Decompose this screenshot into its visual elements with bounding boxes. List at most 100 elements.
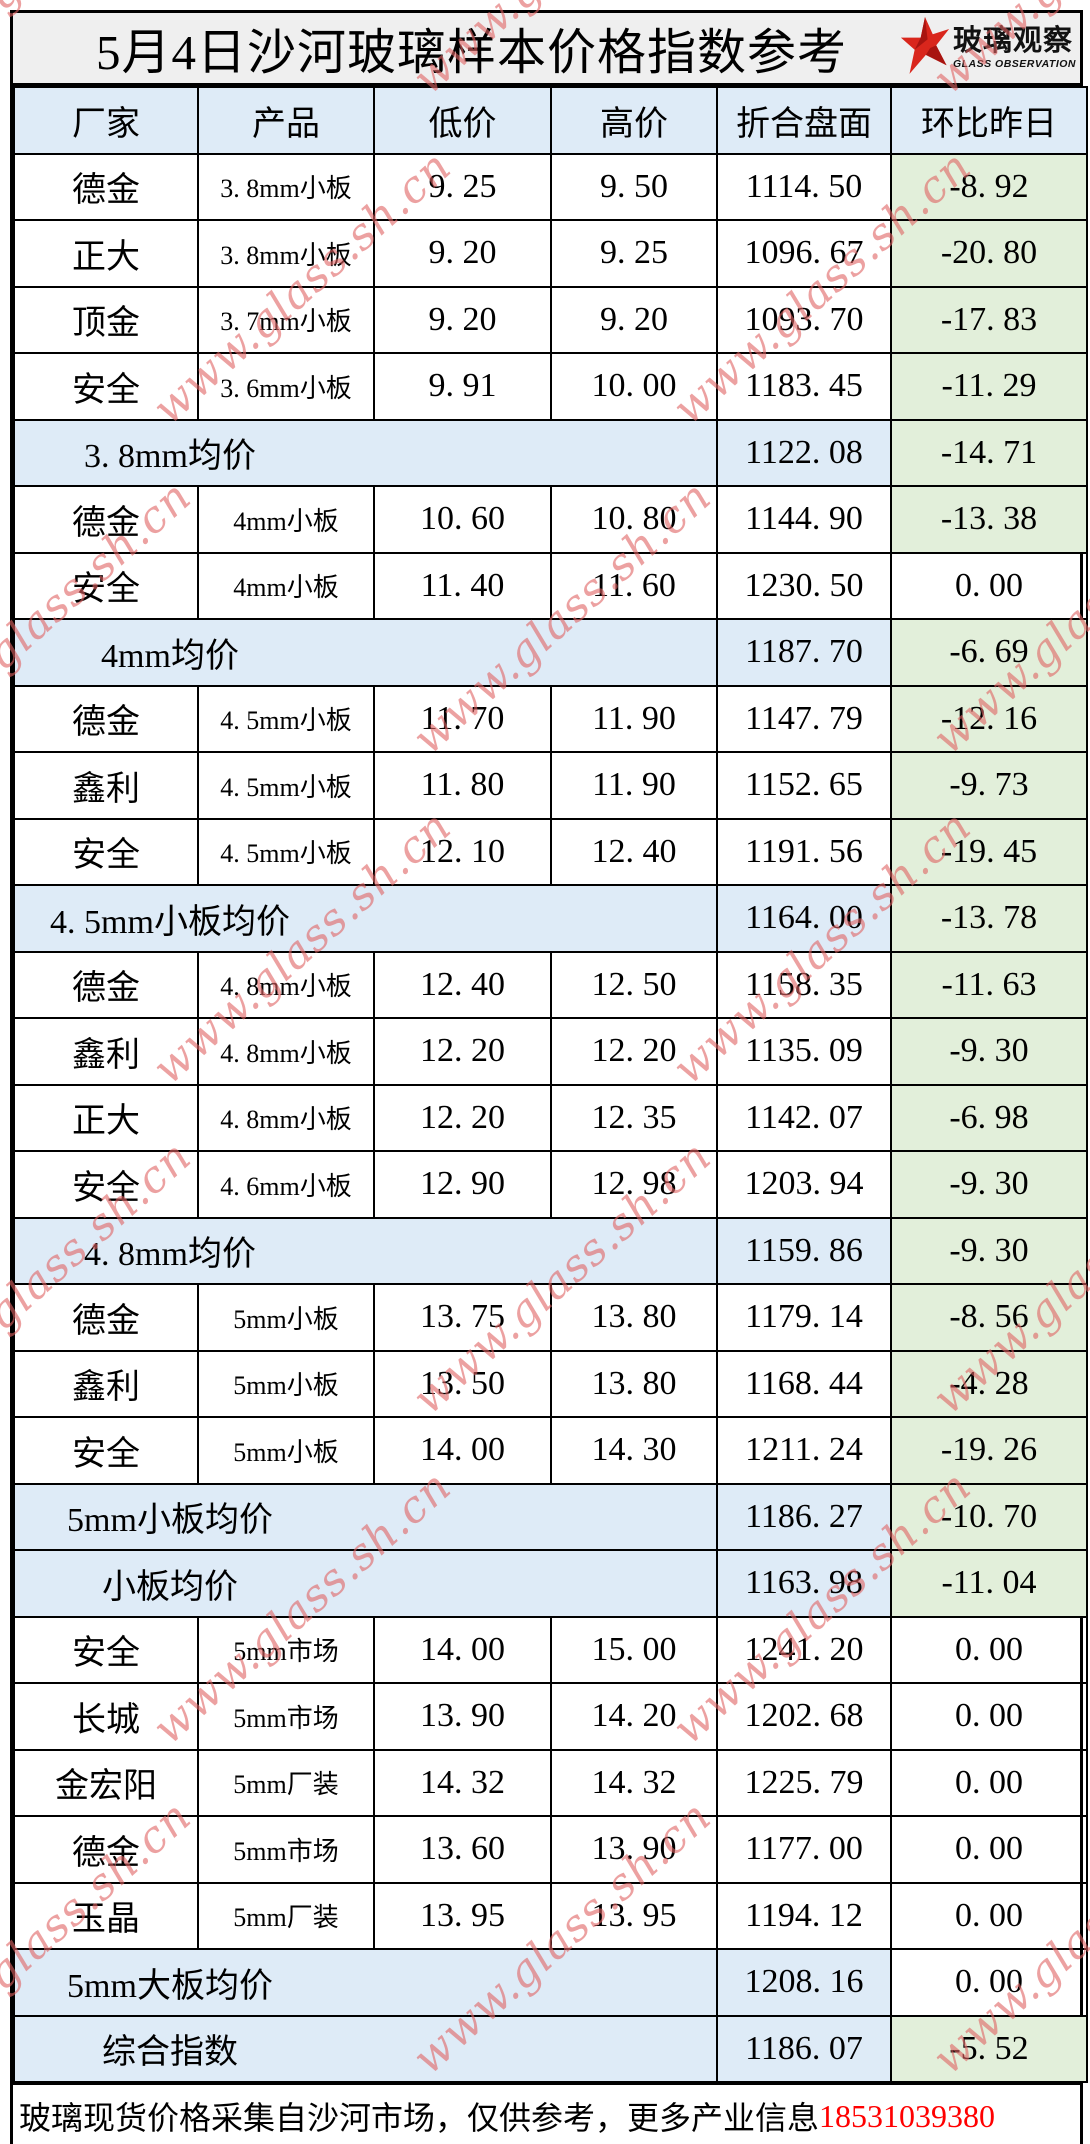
index-cell: 1142. 07 xyxy=(716,1083,892,1152)
low-price-cell: 12. 10 xyxy=(373,817,552,886)
change-cell: -13. 38 xyxy=(890,485,1088,554)
product-cell: 4. 6mm小板 xyxy=(197,1150,375,1219)
index-cell: 1177. 00 xyxy=(716,1815,892,1884)
table-row: 鑫利 5mm小板 13. 50 13. 80 1168. 44 -4. 28 xyxy=(13,1349,1088,1418)
index-cell: 1093. 70 xyxy=(716,285,892,354)
high-price-cell: 13. 80 xyxy=(550,1283,718,1352)
index-cell: 1152. 65 xyxy=(716,751,892,820)
low-price-cell: 9. 20 xyxy=(373,285,552,354)
product-cell: 3. 6mm小板 xyxy=(197,352,375,421)
factory-cell: 金宏阳 xyxy=(13,1748,199,1817)
index-cell: 1203. 94 xyxy=(716,1150,892,1219)
factory-cell: 安全 xyxy=(13,1150,199,1219)
low-price-cell: 14. 00 xyxy=(373,1416,552,1485)
high-price-cell: 15. 00 xyxy=(550,1615,718,1684)
high-price-cell: 9. 50 xyxy=(550,152,718,221)
factory-cell: 安全 xyxy=(13,817,199,886)
product-cell: 5mm市场 xyxy=(197,1615,375,1684)
logo-brand-name: 玻璃观察 xyxy=(952,24,1073,57)
index-cell: 1164. 00 xyxy=(716,884,892,953)
index-cell: 1186. 27 xyxy=(716,1482,892,1551)
table-row: 安全 4. 6mm小板 12. 90 12. 98 1203. 94 -9. 30 xyxy=(13,1150,1088,1219)
logo-subtitle: GLASS OBSERVATION xyxy=(952,57,1076,70)
change-cell: -10. 70 xyxy=(890,1482,1088,1551)
change-cell: -20. 80 xyxy=(890,219,1088,288)
high-price-cell: 9. 25 xyxy=(550,219,718,288)
change-cell: -11. 29 xyxy=(890,352,1088,421)
index-cell: 1135. 09 xyxy=(716,1017,892,1086)
change-cell: -9. 73 xyxy=(890,751,1088,820)
change-cell: -9. 30 xyxy=(890,1150,1088,1219)
index-cell: 1147. 79 xyxy=(716,684,892,753)
table-row: 德金 4. 8mm小板 12. 40 12. 50 1158. 35 -11. 63 xyxy=(13,950,1088,1019)
brand-logo: 玻璃观察 GLASS OBSERVATION xyxy=(899,17,1076,79)
summary-label-cell: 3. 8mm均价 xyxy=(13,418,718,487)
price-sheet: 5月4日沙河玻璃样本价格指数参考 玻璃观察 GLASS OBSERVATION xyxy=(10,10,1088,2144)
factory-cell: 顶金 xyxy=(13,285,199,354)
high-price-cell: 9. 20 xyxy=(550,285,718,354)
low-price-cell: 12. 40 xyxy=(373,950,552,1019)
summary-label-cell: 4mm均价 xyxy=(13,618,718,687)
column-header-3: 高价 xyxy=(550,86,718,155)
factory-cell: 鑫利 xyxy=(13,1349,199,1418)
factory-cell: 长城 xyxy=(13,1682,199,1751)
change-cell: -8. 92 xyxy=(890,152,1088,221)
low-price-cell: 12. 90 xyxy=(373,1150,552,1219)
change-cell: 0. 00 xyxy=(890,551,1088,620)
high-price-cell: 12. 20 xyxy=(550,1017,718,1086)
product-cell: 4mm小板 xyxy=(197,551,375,620)
summary-row: 4. 8mm均价 1159. 86 -9. 30 xyxy=(13,1216,1088,1285)
table-row: 德金 4. 5mm小板 11. 70 11. 90 1147. 79 -12. 16 xyxy=(13,684,1088,753)
high-price-cell: 12. 40 xyxy=(550,817,718,886)
low-price-cell: 13. 90 xyxy=(373,1682,552,1751)
low-price-cell: 13. 50 xyxy=(373,1349,552,1418)
index-cell: 1144. 90 xyxy=(716,485,892,554)
factory-cell: 安全 xyxy=(13,352,199,421)
index-cell: 1225. 79 xyxy=(716,1748,892,1817)
product-cell: 5mm厂装 xyxy=(197,1748,375,1817)
product-cell: 5mm市场 xyxy=(197,1815,375,1884)
index-cell: 1202. 68 xyxy=(716,1682,892,1751)
summary-row: 5mm小板均价 1186. 27 -10. 70 xyxy=(13,1482,1088,1551)
summary-label: 5mm小板均价 xyxy=(67,1502,273,1540)
summary-row: 综合指数 1186. 07 -5. 52 xyxy=(13,2014,1088,2083)
product-cell: 4. 5mm小板 xyxy=(197,684,375,753)
low-price-cell: 11. 40 xyxy=(373,551,552,620)
index-cell: 1179. 14 xyxy=(716,1283,892,1352)
summary-label: 4mm均价 xyxy=(101,637,239,675)
low-price-cell: 11. 80 xyxy=(373,751,552,820)
index-cell: 1159. 86 xyxy=(716,1216,892,1285)
change-cell: -6. 98 xyxy=(890,1083,1088,1152)
change-cell: 0. 00 xyxy=(890,1815,1088,1884)
index-cell: 1230. 50 xyxy=(716,551,892,620)
table-row: 正大 3. 8mm小板 9. 20 9. 25 1096. 67 -20. 80 xyxy=(13,219,1088,288)
table-row: 安全 4. 5mm小板 12. 10 12. 40 1191. 56 -19. 45 xyxy=(13,817,1088,886)
factory-cell: 德金 xyxy=(13,1283,199,1352)
table-row: 德金 4mm小板 10. 60 10. 80 1144. 90 -13. 38 xyxy=(13,485,1088,554)
table-row: 金宏阳 5mm厂装 14. 32 14. 32 1225. 79 0. 00 xyxy=(13,1748,1088,1817)
product-cell: 4. 8mm小板 xyxy=(197,1083,375,1152)
table-row: 安全 5mm市场 14. 00 15. 00 1241. 20 0. 00 xyxy=(13,1615,1088,1684)
summary-row: 3. 8mm均价 1122. 08 -14. 71 xyxy=(13,418,1088,487)
low-price-cell: 12. 20 xyxy=(373,1083,552,1152)
factory-cell: 正大 xyxy=(13,219,199,288)
table-row: 长城 5mm市场 13. 90 14. 20 1202. 68 0. 00 xyxy=(13,1682,1088,1751)
factory-cell: 安全 xyxy=(13,1615,199,1684)
index-cell: 1158. 35 xyxy=(716,950,892,1019)
index-cell: 1208. 16 xyxy=(716,1948,892,2017)
product-cell: 4. 5mm小板 xyxy=(197,817,375,886)
summary-row: 4mm均价 1187. 70 -6. 69 xyxy=(13,618,1088,687)
table-row: 鑫利 4. 8mm小板 12. 20 12. 20 1135. 09 -9. 30 xyxy=(13,1017,1088,1086)
index-cell: 1096. 67 xyxy=(716,219,892,288)
low-price-cell: 14. 00 xyxy=(373,1615,552,1684)
product-cell: 3. 8mm小板 xyxy=(197,152,375,221)
high-price-cell: 12. 98 xyxy=(550,1150,718,1219)
factory-cell: 德金 xyxy=(13,684,199,753)
logo-text: 玻璃观察 GLASS OBSERVATION xyxy=(952,24,1076,70)
index-cell: 1191. 56 xyxy=(716,817,892,886)
title-bar: 5月4日沙河玻璃样本价格指数参考 玻璃观察 GLASS OBSERVATION xyxy=(13,13,1080,86)
factory-cell: 德金 xyxy=(13,485,199,554)
change-cell: -5. 52 xyxy=(890,2014,1088,2083)
factory-cell: 安全 xyxy=(13,551,199,620)
